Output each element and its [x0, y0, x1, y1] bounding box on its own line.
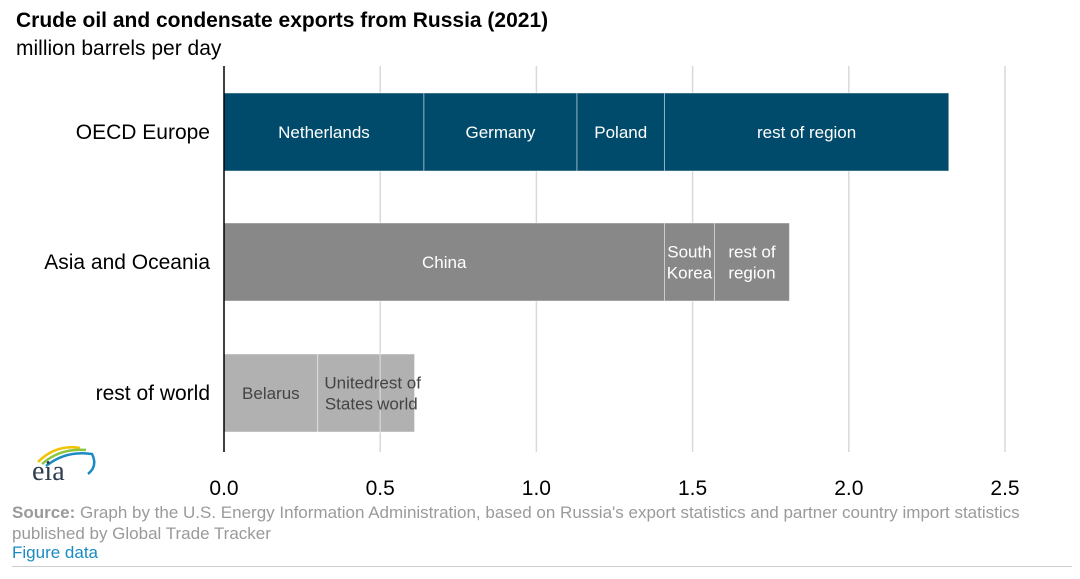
source-label: Source:: [12, 503, 76, 522]
segment-label: rest of region: [728, 243, 776, 283]
svg-text:eia: eia: [32, 456, 65, 487]
segment-label: South Korea: [667, 243, 713, 283]
eia-logo: eia: [32, 446, 96, 487]
x-tick-label: 2.0: [834, 477, 863, 500]
x-tick-label: 2.5: [990, 477, 1019, 500]
segment-label: rest of world: [374, 374, 422, 414]
bar-segment: [663, 92, 950, 172]
x-tick-label: 0.5: [366, 477, 395, 500]
chart-subtitle: million barrels per day: [16, 37, 222, 60]
chart-title: Crude oil and condensate exports from Ru…: [16, 9, 549, 32]
source-text: Graph by the U.S. Energy Information Adm…: [12, 503, 1020, 543]
category-label: Asia and Oceania: [44, 251, 210, 274]
divider: [12, 566, 1072, 567]
segment-label: Poland: [594, 123, 647, 142]
segment-label: Belarus: [242, 384, 300, 403]
bar-segment: [379, 353, 416, 433]
stacked-bar-chart: 0.0 0.5 1.0 1.5 2.0 2.5 OECD Europe Netherlands…: [44, 66, 1020, 500]
bar-segment: [713, 222, 790, 302]
figure-data-link[interactable]: Figure data: [12, 543, 98, 562]
bar-segment: [423, 92, 578, 172]
category-label: rest of world: [96, 382, 210, 405]
x-tick-label: 1.5: [678, 477, 707, 500]
category-label: OECD Europe: [76, 121, 210, 144]
x-tick-label: 1.0: [522, 477, 551, 500]
segment-label: China: [422, 253, 467, 272]
x-tick-label: 0.0: [209, 477, 238, 500]
segment-label: United States: [324, 374, 373, 414]
bar-segment: [223, 92, 425, 172]
bar-segment: [317, 353, 381, 433]
segment-label: Germany: [466, 123, 536, 142]
bar-segment: [663, 222, 715, 302]
segment-label: Netherlands: [278, 123, 370, 142]
segment-label: rest of region: [757, 123, 856, 142]
bar-segment: [576, 92, 665, 172]
bar-segment: [223, 353, 319, 433]
source-note: Source: Graph by the U.S. Energy Informa…: [12, 502, 1077, 544]
